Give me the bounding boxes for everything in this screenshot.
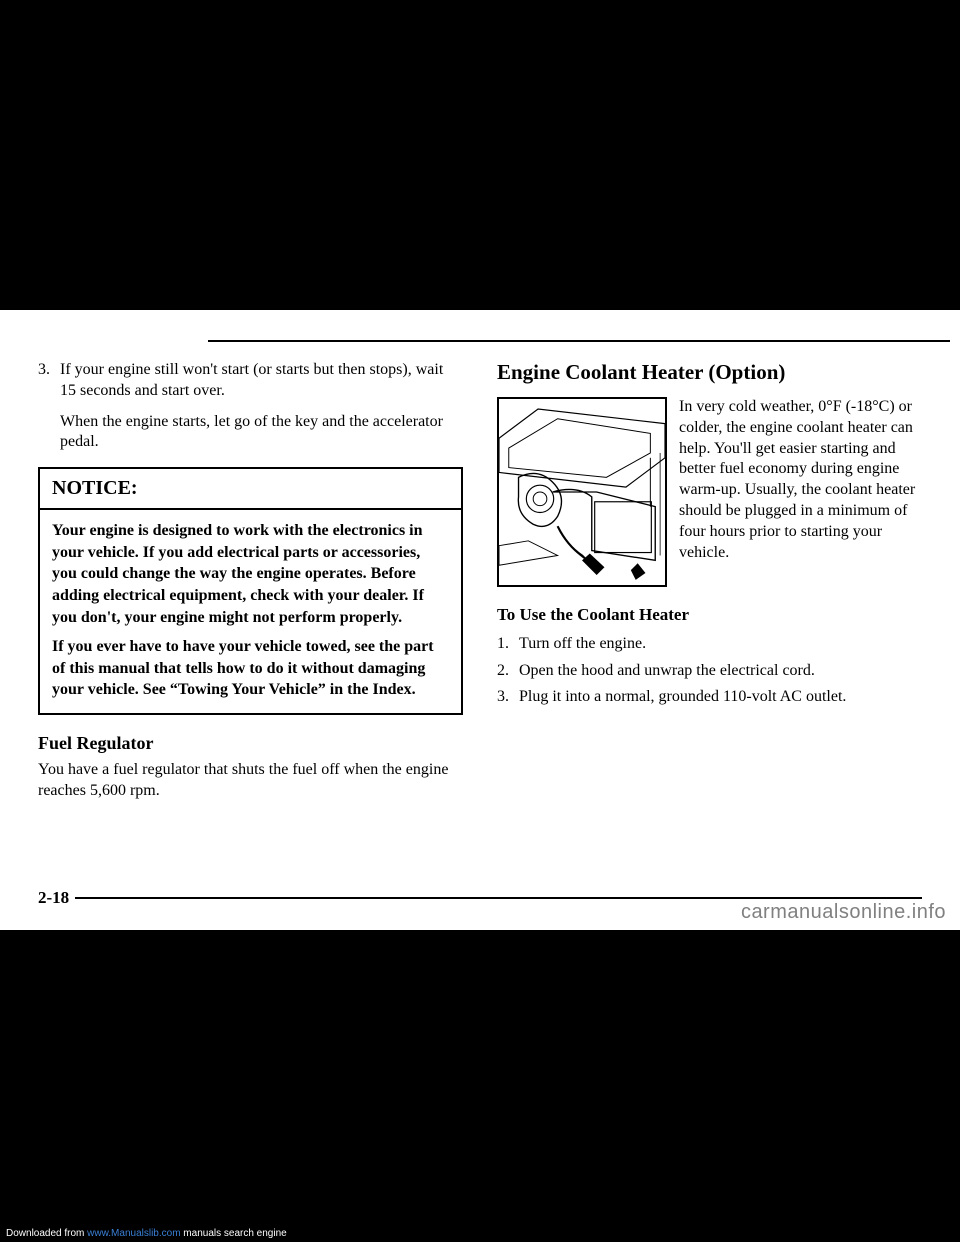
footer-rule	[75, 897, 922, 899]
download-prefix: Downloaded from	[6, 1228, 87, 1239]
notice-body: Your engine is designed to work with the…	[40, 510, 461, 713]
step-text: Plug it into a normal, grounded 110-volt…	[519, 686, 846, 708]
step-text: Turn off the engine.	[519, 633, 646, 655]
notice-paragraph-2: If you ever have to have your vehicle to…	[52, 636, 449, 701]
step-text: If your engine still won't start (or sta…	[60, 360, 463, 402]
coolant-intro-row: In very cold weather, 0°F (-18°C) or col…	[497, 397, 922, 587]
step-number: 1.	[497, 633, 519, 655]
fuel-regulator-heading: Fuel Regulator	[38, 733, 463, 754]
step-number: 3.	[38, 360, 60, 402]
download-suffix: manuals search engine	[181, 1228, 287, 1239]
step-3-followup: When the engine starts, let go of the ke…	[60, 412, 463, 454]
coolant-heater-heading: Engine Coolant Heater (Option)	[497, 360, 922, 385]
watermark-text: carmanualsonline.info	[741, 901, 946, 924]
use-step-2: 2. Open the hood and unwrap the electric…	[497, 660, 922, 682]
to-use-heading: To Use the Coolant Heater	[497, 605, 922, 625]
two-column-layout: 3. If your engine still won't start (or …	[38, 360, 922, 802]
step-text: Open the hood and unwrap the electrical …	[519, 660, 815, 682]
fuel-regulator-body: You have a fuel regulator that shuts the…	[38, 760, 463, 802]
coolant-intro-text: In very cold weather, 0°F (-18°C) or col…	[679, 397, 922, 587]
download-link[interactable]: www.Manualslib.com	[87, 1228, 180, 1239]
engine-illustration-svg	[499, 399, 665, 585]
notice-box: NOTICE: Your engine is designed to work …	[38, 467, 463, 715]
left-column: 3. If your engine still won't start (or …	[38, 360, 463, 802]
step-3: 3. If your engine still won't start (or …	[38, 360, 463, 402]
use-step-3: 3. Plug it into a normal, grounded 110-v…	[497, 686, 922, 708]
step-number: 3.	[497, 686, 519, 708]
right-column: Engine Coolant Heater (Option)	[497, 360, 922, 802]
use-step-1: 1. Turn off the engine.	[497, 633, 922, 655]
page-number: 2-18	[38, 888, 69, 908]
step-number: 2.	[497, 660, 519, 682]
top-rule	[208, 340, 950, 342]
engine-coolant-illustration	[497, 397, 667, 587]
notice-paragraph-1: Your engine is designed to work with the…	[52, 520, 449, 628]
notice-heading: NOTICE:	[40, 469, 461, 510]
manual-page: 3. If your engine still won't start (or …	[0, 310, 960, 930]
download-source-bar: Downloaded from www.Manualslib.com manua…	[0, 1225, 293, 1242]
